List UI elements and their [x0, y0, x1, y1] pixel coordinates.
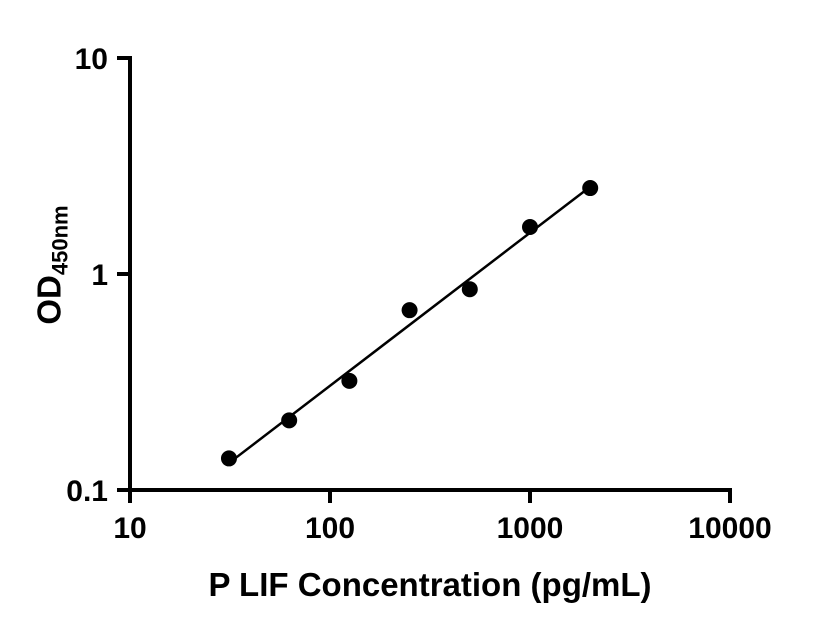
y-tick-label: 0.1	[66, 475, 108, 508]
y-axis-title: OD450nm	[31, 205, 74, 324]
x-tick-label: 1000	[497, 512, 564, 545]
data-point	[341, 372, 358, 389]
data-point	[461, 281, 478, 298]
y-tick-label: 1	[91, 259, 108, 292]
y-tick-label: 10	[75, 43, 108, 76]
y-axis-label-subscript: 450nm	[47, 205, 73, 276]
data-point	[582, 180, 599, 197]
x-tick-label: 100	[305, 512, 355, 545]
data-point	[401, 302, 418, 319]
data-point	[220, 450, 237, 467]
x-tick-label: 10	[113, 512, 146, 545]
x-axis-title: P LIF Concentration (pg/mL)	[208, 566, 652, 603]
data-point	[281, 412, 298, 429]
x-tick-label: 10000	[688, 512, 771, 545]
y-axis-label: OD	[30, 275, 68, 325]
data-point	[522, 219, 538, 236]
